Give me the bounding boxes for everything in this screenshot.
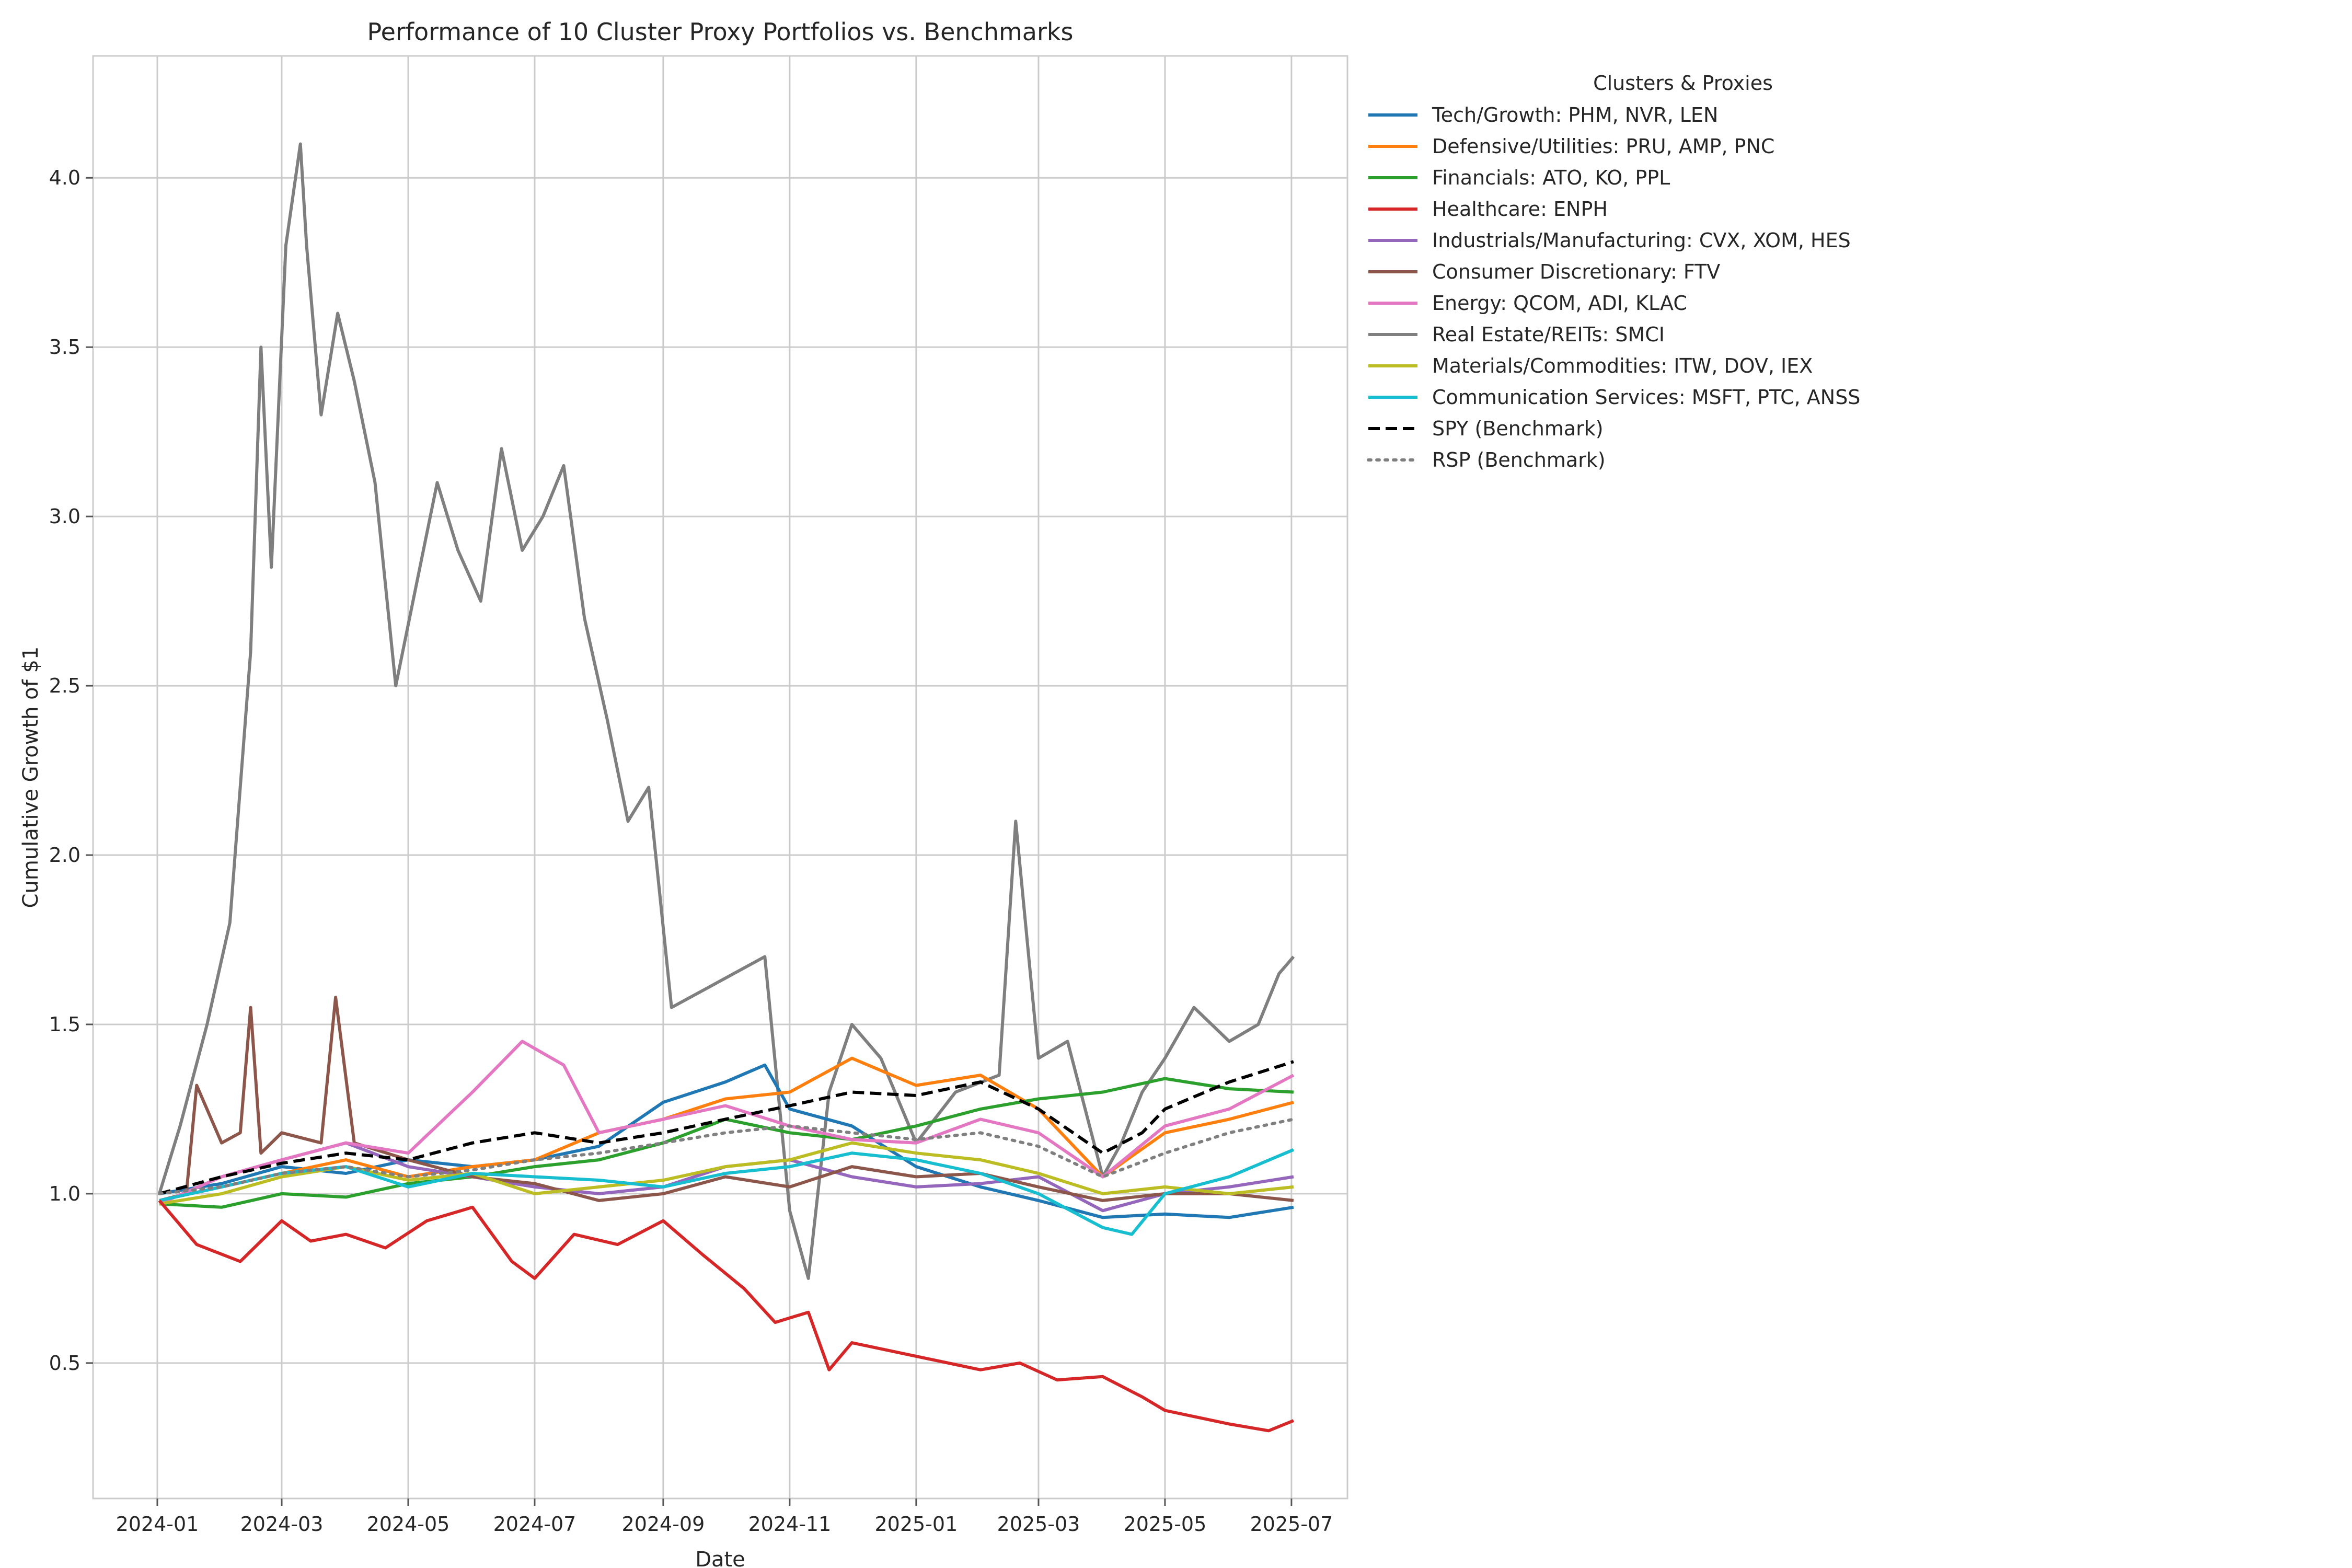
legend-entry-label: Materials/Commodities: ITW, DOV, IEX [1432,354,1813,377]
legend-entry-label: Communication Services: MSFT, PTC, ANSS [1432,386,1860,409]
legend-entry-label: SPY (Benchmark) [1432,417,1604,440]
legend-entry-label: Defensive/Utilities: PRU, AMP, PNC [1432,135,1774,158]
series-line-spy-benchmark [159,1060,1294,1195]
legend: Clusters & Proxies Tech/Growth: PHM, NVR… [1367,72,1860,471]
y-tick-label: 2.5 [49,674,80,697]
series-line-healthcare [158,1199,1295,1433]
x-tick-label: 2024-05 [367,1513,450,1536]
y-tick-label: 3.0 [49,505,80,528]
series-lines [157,142,1295,1433]
legend-entry-label: Real Estate/REITs: SMCI [1432,323,1665,346]
series-line-communication-services [159,1148,1295,1236]
x-tick-label: 2024-03 [240,1513,324,1536]
series-line-energy [158,1040,1295,1206]
y-tick-label: 2.0 [49,844,80,867]
y-tick-label: 1.5 [49,1013,80,1036]
x-tick-label: 2024-07 [493,1513,577,1536]
series-line-real-estate-reits [158,142,1295,1280]
x-tick-label: 2024-11 [748,1513,832,1536]
x-tick-label: 2025-07 [1250,1513,1333,1536]
x-tick-label: 2024-09 [622,1513,705,1536]
legend-entry-label: Tech/Growth: PHM, NVR, LEN [1432,103,1718,126]
series-line-rsp-benchmark [157,1117,1295,1195]
x-tick-label: 2024-01 [116,1513,199,1536]
legend-entry-label: Consumer Discretionary: FTV [1432,260,1720,283]
x-tick-label: 2025-05 [1124,1513,1207,1536]
legend-entry-label: Financials: ATO, KO, PPL [1432,166,1670,189]
legend-entry-label: Industrials/Manufacturing: CVX, XOM, HES [1432,229,1851,252]
x-axis-label: Date [695,1548,745,1568]
x-tick-label: 2025-03 [997,1513,1080,1536]
axis-ticks: 2024-01 2024-03 2024-05 2024-07 2024-09 2024-… [49,166,1333,1536]
y-tick-label: 4.0 [49,166,80,189]
y-tick-label: 1.0 [49,1182,80,1205]
y-tick-label: 0.5 [49,1352,80,1375]
legend-entry-label: RSP (Benchmark) [1432,448,1606,471]
plot-frame [92,55,1348,1500]
legend-entry-label: Energy: QCOM, ADI, KLAC [1432,292,1687,315]
legend-entry-label: Healthcare: ENPH [1432,198,1608,221]
chart-title: Performance of 10 Cluster Proxy Portfoli… [367,18,1074,46]
legend-title: Clusters & Proxies [1593,72,1773,95]
y-axis-label: Cumulative Growth of $1 [19,647,43,908]
x-tick-label: 2025-01 [874,1513,958,1536]
series-line-consumer-discretionary [159,996,1294,1202]
y-tick-label: 3.5 [49,336,80,359]
